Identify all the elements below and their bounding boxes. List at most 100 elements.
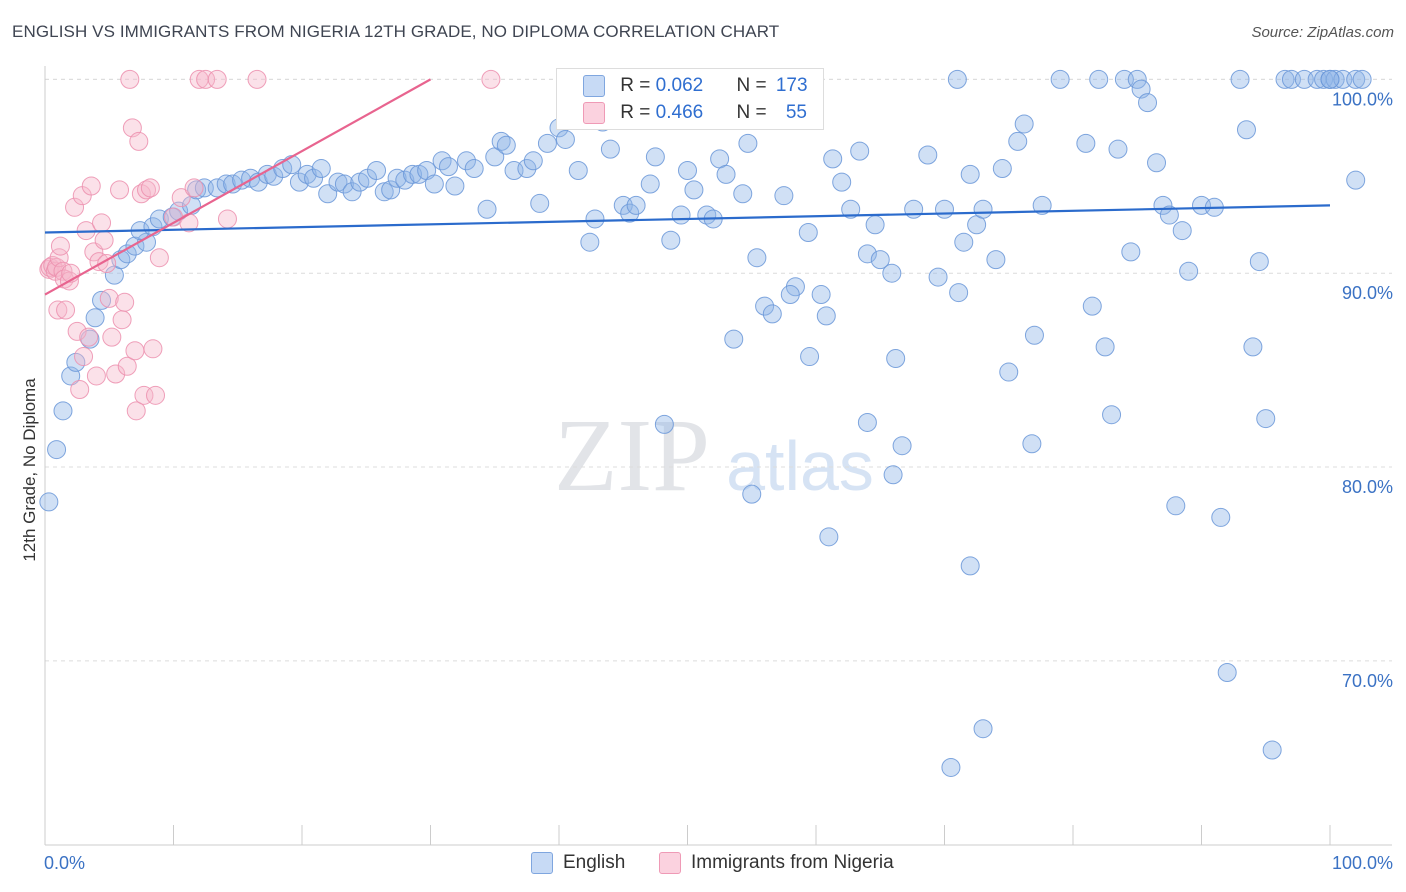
nigeria-point: [131, 184, 151, 204]
y-tick-label: 100.0%: [1332, 89, 1393, 109]
english-point: [755, 296, 775, 316]
english-point: [941, 757, 961, 777]
english-point: [1121, 242, 1141, 262]
english-point: [1172, 221, 1192, 241]
nigeria-point: [143, 339, 163, 359]
nigeria-point: [171, 188, 191, 208]
english-point: [1256, 409, 1276, 429]
english-point: [1325, 69, 1345, 89]
english-point: [39, 492, 59, 512]
nigeria-point: [50, 236, 70, 256]
english-point: [935, 199, 954, 219]
english-point: [1217, 662, 1237, 682]
english-point: [85, 308, 105, 328]
english-point: [464, 159, 484, 179]
nigeria-point: [110, 180, 130, 200]
nigeria-point: [97, 254, 117, 274]
legend-item-english[interactable]: English: [531, 852, 625, 874]
english-point: [282, 155, 302, 175]
english-point: [654, 414, 674, 434]
english-point: [1346, 170, 1366, 190]
english-n-label: N =: [736, 75, 772, 97]
legend-english-swatch: [531, 852, 553, 874]
english-point: [1076, 133, 1096, 153]
english-point: [819, 527, 839, 547]
nigeria-point: [99, 288, 119, 308]
nigeria-point: [217, 209, 237, 229]
nigeria-point: [112, 310, 132, 330]
english-point: [1275, 69, 1295, 89]
english-point: [47, 440, 67, 460]
english-point: [774, 186, 794, 206]
english-point: [1249, 252, 1269, 272]
english-point: [374, 182, 394, 202]
bottom-legend: English Immigrants from Nigeria: [0, 852, 1406, 880]
english-point: [395, 170, 415, 190]
nigeria-trend-line: [44, 78, 432, 296]
nigeria-point: [65, 197, 85, 217]
english-point: [973, 719, 993, 739]
english-point: [1243, 337, 1263, 357]
english-point: [517, 159, 537, 179]
english-point: [304, 168, 324, 188]
legend-nigeria-swatch: [659, 852, 681, 874]
nigeria-point: [184, 178, 204, 198]
english-point: [1236, 120, 1256, 140]
legend-item-nigeria[interactable]: Immigrants from Nigeria: [659, 852, 894, 874]
english-point: [870, 250, 890, 270]
english-point: [811, 285, 831, 305]
english-point: [328, 172, 348, 192]
english-point: [800, 347, 820, 367]
legend-english-label: English: [563, 852, 626, 874]
english-swatch: [583, 75, 605, 97]
nigeria-point: [86, 366, 106, 386]
english-point: [530, 193, 550, 213]
english-trend-line: [44, 204, 1331, 234]
english-point: [857, 244, 877, 264]
english-point: [1138, 93, 1158, 113]
english-point: [1159, 205, 1179, 225]
english-point: [999, 362, 1019, 382]
english-point: [954, 232, 974, 252]
english-point: [1320, 69, 1340, 89]
english-point: [1211, 507, 1231, 527]
watermark-atlas: atlas: [726, 427, 874, 505]
chart-source: Source: ZipAtlas.com: [1251, 24, 1394, 41]
english-point: [600, 139, 620, 159]
stats-legend: R = 0.062 N = 173 R = 0.466 N = 55: [556, 68, 824, 130]
nigeria-point: [247, 69, 267, 89]
english-point: [678, 160, 697, 180]
x-tick-label: 100.0%: [1332, 853, 1393, 873]
english-point: [367, 160, 387, 180]
nigeria-point: [149, 248, 169, 268]
english-point: [1352, 69, 1372, 89]
nigeria-r-label: R =: [620, 102, 656, 124]
english-point: [1032, 195, 1052, 215]
english-points: [39, 69, 1372, 777]
english-point: [403, 164, 423, 184]
trend-lines: [44, 78, 1331, 296]
nigeria-point: [92, 213, 112, 233]
nigeria-point: [70, 380, 90, 400]
english-point: [456, 151, 476, 171]
nigeria-point: [207, 69, 227, 89]
tick-labels: 70.0% 80.0% 90.0% 100.0% 0.0% 100.0%: [44, 89, 1393, 873]
english-point: [1314, 69, 1334, 89]
nigeria-point: [102, 327, 122, 347]
english-point: [661, 230, 681, 250]
english-point: [1008, 131, 1028, 151]
english-point: [1102, 405, 1122, 425]
english-point: [960, 164, 980, 184]
nigeria-point: [129, 131, 149, 151]
nigeria-point: [146, 385, 166, 405]
english-point: [671, 205, 691, 225]
english-n-value: 173: [775, 75, 808, 97]
english-point: [92, 290, 112, 310]
english-r-value: 0.062: [655, 75, 704, 97]
english-point: [798, 223, 818, 243]
english-point: [626, 195, 646, 215]
english-point: [747, 248, 767, 268]
nigeria-point: [126, 401, 146, 421]
english-point: [986, 250, 1006, 270]
